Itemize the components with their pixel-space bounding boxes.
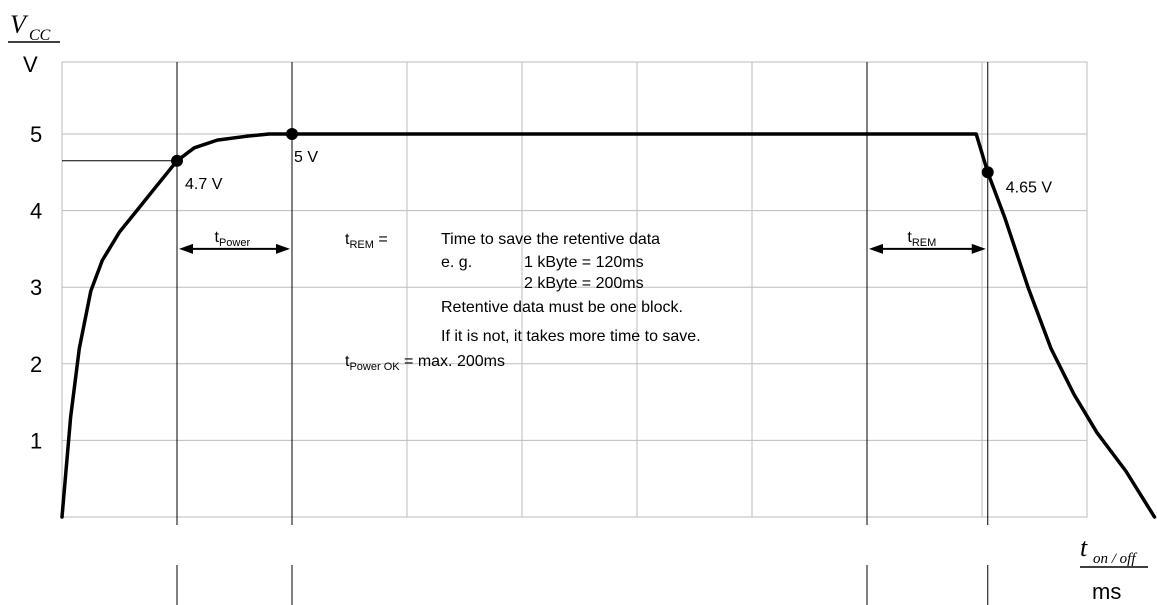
interval-label: tPower [215,229,251,249]
curve-marker-label: 5 V [294,149,318,166]
x-axis-title: t on / off ms [1080,533,1148,604]
curve-marker-label: 4.7 V [185,176,223,193]
curve-marker-dot [286,128,298,140]
curve-marker-dot [171,154,183,167]
interval-label: tREM [907,229,936,249]
y-axis-symbol: V [10,10,29,39]
vcc-series-line [60,132,1157,519]
annotation-block: tREM = Time to save the retentive data e… [345,231,701,373]
vcc-curve [60,132,1157,519]
annotation-line-1: Time to save the retentive data [441,231,660,248]
annotation-line-5: If it is not, it takes more time to save… [441,328,701,345]
y-tick-label: 2 [30,352,42,377]
tick-label-gap [150,525,1020,565]
curve-markers: 4.7 V 5 V 4.65 V [171,128,1052,196]
annotation-line-3: 2 kByte = 200ms [524,275,644,292]
interval-arrow-head-right [971,243,986,254]
y-tick-label: 3 [30,275,42,300]
y-tick-label: 5 [30,122,42,147]
x-axis-symbol: t [1080,533,1088,562]
interval-arrow-head-right [276,243,290,254]
x-axis-subscript: on / off [1093,551,1137,567]
y-tick-label: 4 [30,199,42,224]
plot-frame [61,61,1088,518]
curve-marker-dot [981,166,994,179]
annotation-eg: e. g. [441,254,472,271]
curve-marker-label: 4.65 V [1006,179,1053,196]
y-axis-unit: V [23,52,38,77]
annotation-line-4: Retentive data must be one block. [441,299,683,316]
annotation-line-2: 1 kByte = 120ms [524,254,644,271]
t-rem-definition-symbol: tREM = [345,231,388,251]
t-power-ok-definition: tPower OK = max. 200ms [345,353,505,373]
interval-arrow-head-left [869,243,883,254]
interval-arrow-head-left [179,243,193,254]
reference-lines [62,62,1020,605]
x-axis-unit: ms [1092,579,1121,604]
y-axis-title: V CC V [8,10,60,77]
interval-arrows: tPower tREM [179,229,986,254]
y-axis-subscript: CC [29,27,51,44]
y-tick-label: 1 [30,428,42,453]
